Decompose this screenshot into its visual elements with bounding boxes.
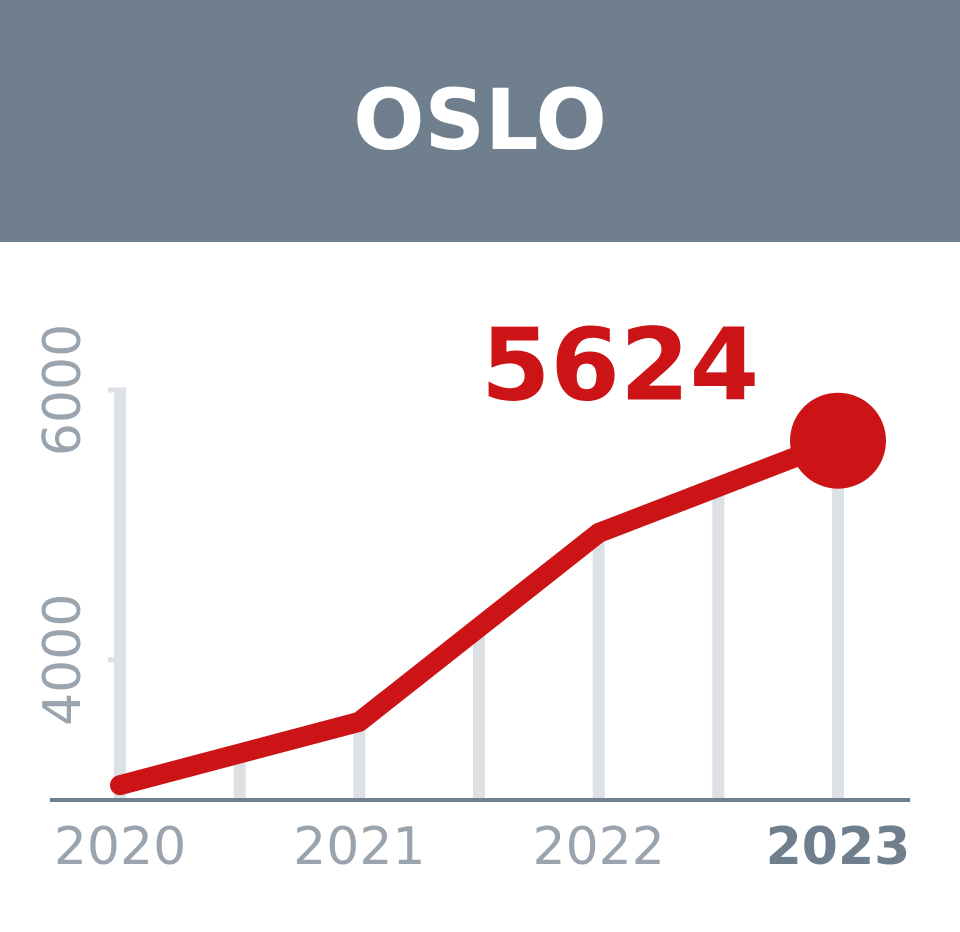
header-band xyxy=(0,0,960,242)
x-tick-label: 2020 xyxy=(54,817,186,877)
end-point xyxy=(790,392,886,489)
value-label: 5624 xyxy=(481,306,759,423)
x-tick-label: 2021 xyxy=(293,817,425,877)
data-line xyxy=(110,430,848,796)
x-tick-label: 2023 xyxy=(766,817,911,877)
chart-title: OSLO xyxy=(353,71,607,169)
x-tick-label: 2022 xyxy=(532,817,664,877)
y-tick-label: 6000 xyxy=(33,324,93,456)
y-tick-label: 4000 xyxy=(33,594,93,726)
